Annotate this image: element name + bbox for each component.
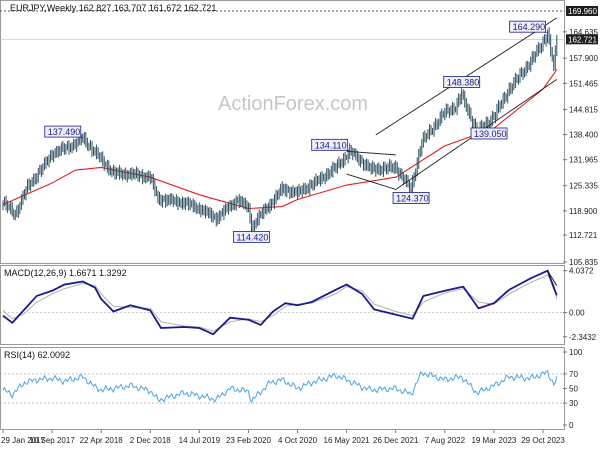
x-tick-label: 29 Jan 2017	[1, 436, 46, 445]
price-tick-label: 157.900	[569, 54, 598, 63]
rsi-tick-label: 50	[569, 385, 578, 394]
rsi-tick-label: 0	[569, 421, 574, 430]
price-callout-box	[509, 20, 547, 33]
price-tick-label: 138.400	[569, 131, 598, 140]
price-callout-box	[443, 76, 481, 88]
rsi-tick-label: 70	[569, 370, 578, 379]
price-callout-label: 134.110	[315, 140, 347, 150]
price-tick-label: 164.635	[569, 28, 598, 37]
x-tick-label: 23 Feb 2020	[226, 436, 271, 445]
price-tick-label: 151.465	[569, 79, 598, 88]
watermark: ActionForex.com	[218, 93, 368, 115]
x-tick-label: 26 Dec 2021	[373, 436, 419, 445]
macd-indicator: 4.0372 0.00 -2.3432	[0, 267, 597, 342]
x-tick-label: 10 Sep 2017	[29, 436, 75, 445]
channel-line	[346, 173, 396, 190]
current-price-badge	[566, 34, 598, 45]
reference-level-badge	[566, 5, 598, 16]
price-pane-title: EURJPY,Weekly 162.827 163.707 161.672 16…	[10, 3, 216, 13]
rsi-tick-label: 30	[569, 399, 578, 408]
x-tick-label: 19 Mar 2023	[471, 436, 516, 445]
price-callout-box	[44, 125, 82, 138]
price-tick-label: 105.835	[569, 258, 598, 267]
price-tick-label: 131.965	[569, 156, 598, 165]
current-price-label: 162.721	[568, 35, 597, 44]
x-tick-label: 7 Aug 2022	[425, 436, 466, 445]
rsi-tick-label: 100	[569, 348, 583, 357]
macd-tick-label: -2.3432	[569, 333, 597, 342]
price-callout-label: 139.050	[474, 129, 507, 139]
price-tick-label: 112.721	[569, 231, 598, 240]
price-callout-label: 137.490	[48, 127, 81, 137]
price-pane-frame	[0, 0, 565, 264]
macd-tick-label: 0.00	[569, 309, 585, 318]
x-tick-label: 14 Jul 2019	[179, 436, 221, 445]
x-tick-label: 22 Apr 2018	[80, 436, 124, 445]
price-callout-box	[470, 127, 508, 140]
price-callout-label: 164.290	[513, 22, 546, 32]
macd-pane-title: MACD(12,26,9) 1.6671 1.3292	[4, 268, 127, 278]
price-callout-box	[392, 192, 430, 204]
reference-level-label: 169.960	[568, 7, 597, 16]
macd-main-line	[2, 269, 558, 336]
rsi-pane-frame	[0, 347, 565, 430]
channel-line	[346, 150, 396, 156]
macd-pane-frame	[0, 265, 565, 345]
macd-tick-label: 4.0372	[569, 267, 594, 276]
price-axis-ticks: 164.635 157.900 151.465 144.815 138.400 131.9…	[0, 28, 598, 267]
x-tick-label: 2 Dec 2018	[130, 436, 171, 445]
price-tick-label: 144.815	[569, 105, 598, 114]
price-callout-box	[311, 138, 349, 151]
price-tick-label: 125.335	[569, 182, 598, 191]
rsi-pane-title: RSI(14) 62.0092	[4, 350, 70, 360]
price-callout-label: 124.370	[396, 193, 429, 203]
price-callout-box	[233, 230, 270, 243]
rsi-indicator: 100 70 50 30 0	[0, 348, 583, 430]
x-tick-label: 29 Oct 2023	[521, 436, 565, 445]
price-tick-label: 118.900	[569, 207, 598, 216]
price-callout-label: 148.380	[447, 77, 480, 87]
price-callout-label: 114.420	[237, 232, 269, 242]
macd-trendline	[547, 270, 558, 286]
x-tick-label: 16 May 2021	[324, 436, 371, 445]
price-callouts: 137.490 114.420 134.110 124.370 148.380 139.0…	[44, 20, 548, 243]
x-tick-label: 4 Oct 2020	[278, 436, 318, 445]
rsi-line	[2, 370, 558, 404]
